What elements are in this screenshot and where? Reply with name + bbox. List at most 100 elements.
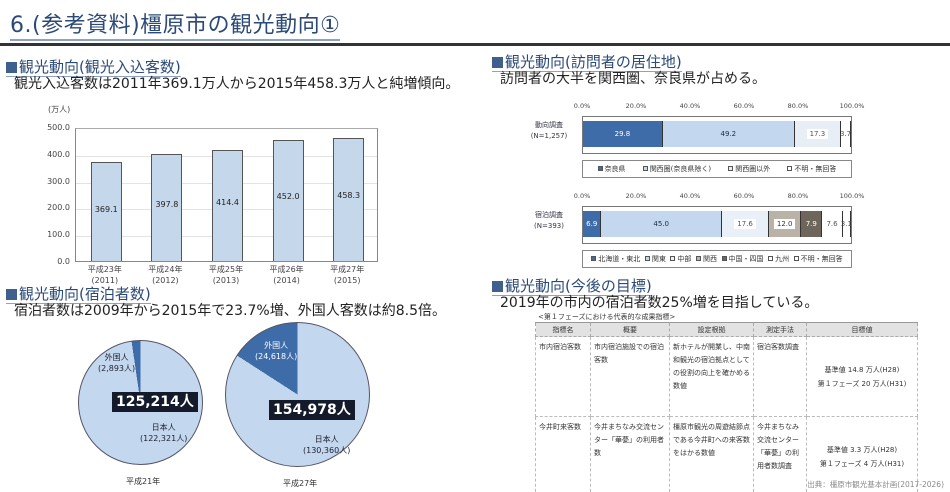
legend-item: 関西: [695, 254, 717, 264]
square-bullet-icon: [492, 281, 503, 292]
category-label: 宿泊調査 (N=393): [520, 210, 578, 232]
x-label-line2: (2015): [333, 276, 361, 285]
segment-value: 17.6: [734, 219, 756, 229]
square-bullet-icon: [492, 57, 503, 68]
col-header: 設定根拠: [669, 322, 754, 337]
legend-item: 不明・無回答: [793, 254, 843, 264]
residence-stacked-bar-survey: 0.0% 20.0% 40.0% 60.0% 80.0% 100.0% 動向調査 (N=1,2…: [520, 102, 864, 182]
legend-swatch-icon: [728, 166, 734, 171]
square-bullet-icon: [6, 62, 17, 73]
slice-name: 日本人: [314, 435, 339, 444]
bar: 452.0: [272, 139, 304, 261]
legend-label: 関西圏以外: [735, 165, 771, 173]
bar-segment: 3.7: [840, 121, 851, 147]
col-header: 目標値: [806, 322, 918, 337]
legend-label: 北海道・東北: [598, 255, 641, 263]
cell-name: 今井町来客数: [535, 416, 591, 492]
table-row: 今井町来客数 今井まちなみ交流センター「華甍」の利用者数 橿原市観光の周遊結節点…: [535, 416, 918, 492]
slice-value: (122,321人): [140, 434, 188, 443]
legend-swatch-icon: [597, 166, 603, 171]
source-citation: 出典：橿原市観光基本計画(2017-2026): [807, 480, 944, 489]
cell-basis: 橿原市観光の周遊結節点である今井町への来客数をはかる数値: [669, 416, 754, 492]
bar-segment: 6.9: [583, 211, 602, 237]
x-axis-ticks: 0.0% 20.0% 40.0% 60.0% 80.0% 100.0%: [574, 192, 865, 204]
x-axis-label: 平成25年 (2013): [201, 264, 251, 286]
kpi-table-header-row: 指標名 概要 設定根拠 測定手法 目標値: [535, 322, 918, 337]
segment-value: 17.3: [806, 129, 829, 139]
legend-swatch-icon: [793, 256, 799, 261]
col-header: 指標名: [535, 322, 591, 337]
sample-size: (N=1,257): [530, 132, 568, 140]
slice-name: 外国人: [264, 341, 289, 350]
segment-value: 12.0: [773, 219, 796, 229]
legend-label: 関西: [702, 255, 717, 263]
x-axis-tick: 60.0%: [733, 192, 755, 200]
cell-basis: 新ホテルが開業し、中南和観光の宿泊拠点としての役割の向上を確かめる数値: [669, 336, 754, 417]
heading-text: 観光動向(観光入込客数): [19, 58, 181, 76]
pie-disc: [225, 322, 370, 467]
col-header: 概要: [590, 322, 670, 337]
legend-swatch-icon: [787, 166, 793, 171]
pie-year-label: 平成27年: [283, 479, 318, 488]
x-axis-label: 平成23年 (2011): [80, 264, 130, 286]
legend-item: 北海道・東北: [591, 254, 640, 264]
x-label-line2: (2013): [212, 276, 240, 285]
legend-item: 中部: [670, 254, 691, 264]
x-label-line1: 平成23年: [87, 265, 122, 274]
legend-label: 中部: [677, 255, 692, 263]
x-axis-tick: 0.0%: [573, 102, 591, 110]
segment-value: 7.9: [805, 220, 817, 228]
x-axis-tick: 60.0%: [733, 102, 755, 110]
pie-label-japanese: 日本人 (130,360人): [303, 434, 350, 456]
cell-target: 基準値 14.8 万人(H28) 第１フェーズ 20 万人(H31): [806, 336, 918, 417]
page-title: 6.(参考資料)橿原市の観光動向①: [10, 14, 341, 41]
kpi-table-caption: <第１フェーズにおける代表的な成果指標>: [538, 313, 676, 321]
legend-item: 中国・四国: [721, 254, 764, 264]
section-heading-residence: 観光動向(訪問者の居住地): [492, 53, 682, 72]
y-axis-tick: 500.0: [47, 123, 70, 132]
slice-value: (2,893人): [98, 364, 136, 373]
segment-value: 3.7: [839, 130, 852, 138]
pie-label-foreign: 外国人 (24,618人): [255, 340, 297, 362]
target-phase1: 第１フェーズ 20 万人(H31): [817, 379, 907, 388]
cell-method: 今井まちなみ交流センター「華甍」の利用者数調査: [753, 416, 807, 492]
legend-label: 九州: [775, 255, 790, 263]
x-label-line1: 平成26年: [269, 265, 304, 274]
section-desc-residence: 訪問者の大半を関西圏、奈良県が占める。: [500, 71, 766, 87]
slice-value: (24,618人): [255, 352, 298, 361]
x-axis-label: 平成24年 (2012): [140, 264, 190, 286]
legend-item: 関西圏(奈良県除く): [642, 164, 711, 174]
stacked-bar: 29.8 49.2 17.3 3.7: [583, 121, 851, 147]
plot-area: 369.1 397.8 414.4 452.0 458.3: [75, 128, 378, 262]
legend-item: 関西圏以外: [728, 164, 770, 174]
bar-segment: 7.9: [801, 211, 823, 237]
bar: 414.4: [212, 149, 243, 261]
square-bullet-icon: [6, 289, 17, 300]
slice-value: (130,360人): [303, 446, 351, 455]
segment-value: 3.1: [840, 220, 852, 228]
bar-segment: 29.8: [583, 121, 663, 147]
x-label-line1: 平成25年: [208, 265, 244, 274]
legend-swatch-icon: [644, 256, 650, 261]
x-axis-label: 平成26年 (2014): [262, 264, 312, 286]
legend-label: 奈良県: [604, 165, 626, 173]
bar-segment: 17.6: [721, 211, 770, 237]
slice-name: 日本人: [151, 423, 176, 432]
bar-segment: 49.2: [662, 121, 795, 147]
pie-total-badge: 154,978人: [269, 400, 355, 420]
target-phase1: 第１フェーズ 4 万人(H31): [819, 459, 905, 468]
pie-year-label: 平成21年: [126, 477, 161, 486]
x-axis-tick: 20.0%: [625, 102, 647, 110]
heading-text: 観光動向(今後の目標): [505, 277, 652, 295]
x-axis-tick: 20.0%: [625, 192, 647, 200]
cell-method: 宿泊客数調査: [753, 336, 807, 417]
y-axis-tick: 0.0: [57, 257, 70, 266]
overnight-pie-h21: 外国人 (2,893人) 日本人 (122,321人) 125,214人 平成21年: [78, 340, 228, 490]
cell-target: 基準値 3.3 万人(H28) 第１フェーズ 4 万人(H31): [806, 416, 918, 492]
section-desc-visitors: 観光入込客数は2011年369.1万人から2015年458.3万人と純増傾向。: [14, 76, 460, 92]
legend-swatch-icon: [591, 256, 597, 261]
bar-value-label: 452.0: [276, 191, 300, 201]
x-label-line2: (2012): [152, 276, 179, 285]
visitor-bar-chart: (万人) 500.0 400.0 300.0 200.0 100.0 0.0 369.1 39…: [40, 104, 380, 286]
bar-value-label: 369.1: [94, 204, 118, 214]
